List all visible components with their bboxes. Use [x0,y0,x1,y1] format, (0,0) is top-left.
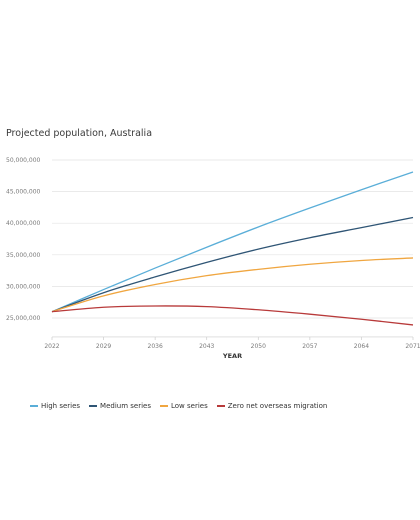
legend: High series Medium series Low series Zero n… [30,402,420,410]
x-axis-title: YEAR [222,352,242,360]
legend-item[interactable]: High series [30,402,80,410]
x-tick-label: 2043 [199,343,214,350]
series-line [51,257,414,313]
legend-label: Medium series [100,402,151,410]
legend-swatch [30,405,38,407]
x-tick-label: 2071 [405,343,420,350]
legend-label: Zero net overseas migration [227,402,328,410]
legend-swatch [160,405,168,407]
x-tick-label: 2050 [251,343,266,350]
series-line [51,216,414,313]
y-tick-label: 25,000,000 [6,315,41,322]
gridlines [52,159,413,338]
x-tick-label: 2057 [302,343,317,350]
legend-label: Low series [171,402,208,410]
series-line [51,305,414,326]
legend-item[interactable]: Medium series [89,402,151,410]
legend-swatch [216,405,225,407]
y-tick-label: 30,000,000 [6,283,41,290]
x-tick-label: 2029 [96,343,111,350]
y-tick-label: 50,000,000 [6,157,41,164]
y-tick-label: 45,000,000 [6,189,41,196]
x-axis-ticks: 2022 2029 2036 2043 2050 2057 2064 2071 [44,336,420,350]
y-axis-ticks: 25,000,000 30,000,000 35,000,000 40,000,000… [6,157,41,322]
series-line [51,171,414,313]
y-tick-label: 40,000,000 [6,220,41,227]
x-tick-label: 2064 [354,343,369,350]
legend-swatch [89,405,98,407]
x-tick-label: 2022 [44,343,59,350]
legend-label: High series [41,402,81,410]
chart-title: Projected population, Australia [6,128,153,139]
legend-item[interactable]: Zero net overseas migration [216,402,328,410]
series-lines [51,171,414,326]
legend-item[interactable]: Low series [160,402,208,410]
x-tick-label: 2036 [148,343,163,350]
y-tick-label: 35,000,000 [6,252,41,259]
